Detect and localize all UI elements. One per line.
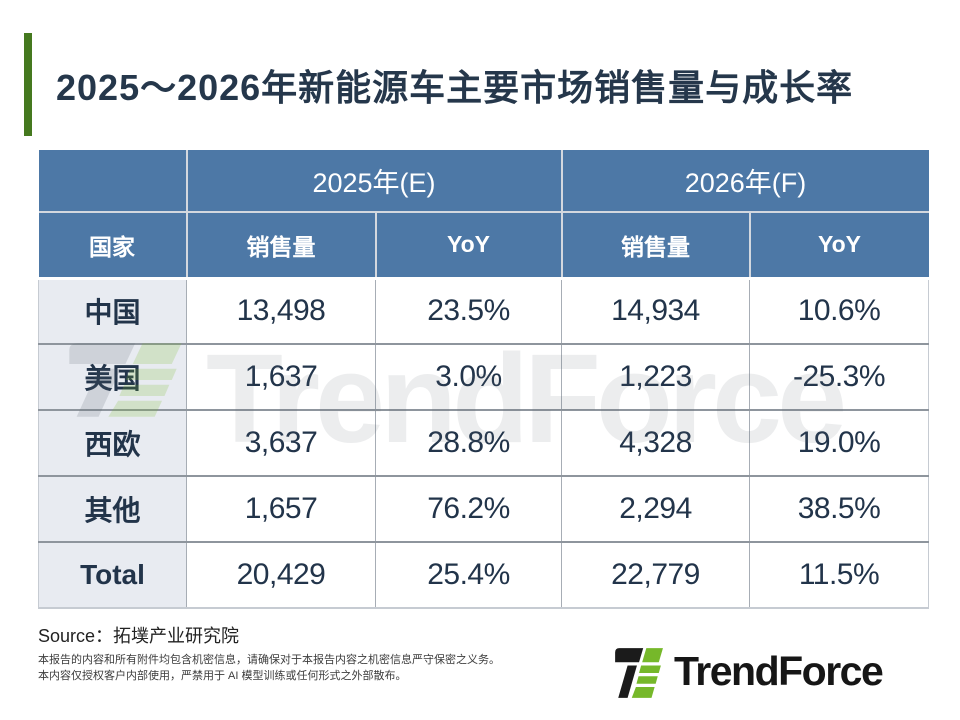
cell-sales-2025: 1,637	[186, 343, 376, 410]
row-label: 美国	[38, 343, 187, 410]
disclaimer-line-2: 本内容仅授权客户内部使用，严禁用于 AI 模型训练或任何形式之外部散布。	[38, 670, 407, 682]
row-label: Total	[38, 541, 187, 609]
cell-sales-2026: 14,934	[561, 278, 750, 344]
cell-sales-2025: 20,429	[186, 541, 376, 609]
row-label: 西欧	[38, 409, 187, 476]
column-header-row: 国家 销售量 YoY 销售量 YoY	[38, 212, 929, 280]
row-label: 中国	[38, 278, 187, 344]
table-row: 美国 1,637 3.0% 1,223 -25.3%	[38, 343, 930, 410]
trendforce-logo-icon	[615, 648, 663, 698]
year-header-row: 2025年(E) 2026年(F)	[38, 150, 929, 213]
table-row-total: Total 20,429 25.4% 22,779 11.5%	[38, 541, 930, 609]
cell-yoy-2025: 76.2%	[375, 475, 562, 542]
cell-yoy-2026: 19.0%	[748, 409, 930, 476]
disclaimer: 本报告的内容和所有附件均包含机密信息，请确保对于本报告内容之机密信息严守保密之义…	[38, 652, 500, 684]
table-row: 其他 1,657 76.2% 2,294 38.5%	[38, 475, 930, 542]
cell-sales-2025: 3,637	[186, 409, 376, 476]
cell-sales-2026: 1,223	[561, 343, 750, 410]
cell-yoy-2026: 10.6%	[748, 278, 930, 344]
header-sales-2025: 销售量	[185, 212, 376, 280]
cell-sales-2026: 4,328	[561, 409, 750, 476]
cell-yoy-2026: 11.5%	[748, 541, 930, 609]
year-header-2025: 2025年(E)	[185, 150, 562, 213]
ev-sales-table: 2025年(E) 2026年(F) 国家 销售量 YoY 销售量 YoY 中国 …	[38, 150, 930, 609]
header-country: 国家	[38, 212, 187, 280]
cell-sales-2026: 2,294	[561, 475, 750, 542]
table-row: 中国 13,498 23.5% 14,934 10.6%	[38, 278, 930, 344]
table-row: 西欧 3,637 28.8% 4,328 19.0%	[38, 409, 930, 476]
cell-yoy-2025: 3.0%	[375, 343, 562, 410]
disclaimer-line-1: 本报告的内容和所有附件均包含机密信息，请确保对于本报告内容之机密信息严守保密之义…	[38, 654, 500, 666]
cell-yoy-2026: 38.5%	[748, 475, 930, 542]
page-title: 2025～2026年新能源车主要市场销售量与成长率	[56, 67, 854, 108]
header-sales-2026: 销售量	[560, 212, 750, 280]
cell-sales-2026: 22,779	[561, 541, 750, 609]
cell-yoy-2025: 25.4%	[375, 541, 562, 609]
row-label: 其他	[38, 475, 187, 542]
title-accent-bar	[24, 33, 32, 136]
header-yoy-2026: YoY	[748, 212, 929, 280]
header-yoy-2025: YoY	[374, 212, 562, 280]
blank-header-cell	[38, 150, 187, 213]
year-header-2026: 2026年(F)	[560, 150, 929, 213]
trendforce-logo-text: TrendForce	[674, 647, 884, 694]
source-text: Source：拓墣产业研究院	[38, 626, 240, 646]
trendforce-logo: TrendForce	[612, 646, 884, 700]
cell-yoy-2026: -25.3%	[748, 343, 930, 410]
cell-yoy-2025: 23.5%	[375, 278, 562, 344]
cell-sales-2025: 13,498	[186, 278, 376, 344]
cell-yoy-2025: 28.8%	[375, 409, 562, 476]
cell-sales-2025: 1,657	[186, 475, 376, 542]
